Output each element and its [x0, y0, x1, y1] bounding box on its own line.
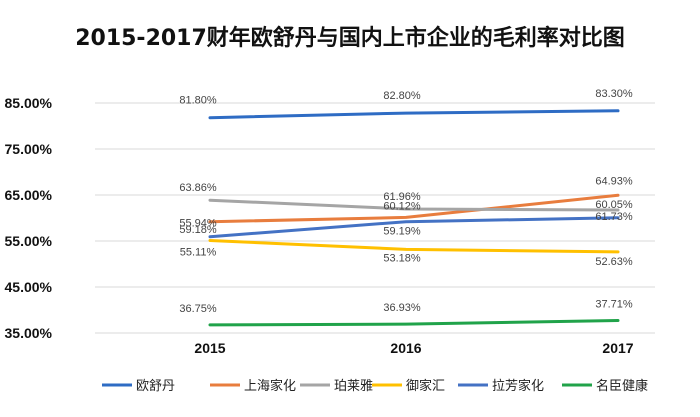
data-label: 63.86%	[179, 182, 217, 194]
data-label: 59.18%	[179, 224, 217, 236]
chart-title: 2015-2017财年欧舒丹与国内上市企业的毛利率对比图	[75, 25, 625, 51]
data-label: 55.94%	[179, 218, 217, 230]
data-label: 53.18%	[383, 252, 421, 264]
x-tick-label: 2016	[390, 340, 421, 356]
series-line-2	[208, 193, 620, 224]
data-label: 81.80%	[179, 95, 217, 107]
legend-item: 御家汇	[372, 378, 445, 394]
data-label: 61.96%	[383, 191, 421, 203]
legend-item: 拉芳家化	[458, 378, 544, 394]
series-line-6	[208, 319, 620, 327]
y-tick-label: 75.00%	[5, 141, 53, 157]
x-tick-label: 2017	[602, 340, 633, 356]
legend-label: 名臣健康	[596, 378, 648, 394]
data-label: 36.93%	[383, 302, 421, 314]
legend-item: 名臣健康	[562, 378, 648, 394]
series-line-3	[208, 198, 620, 212]
data-label: 83.30%	[595, 88, 633, 100]
y-axis-ticks: 35.00% 45.00% 55.00% 65.00% 75.00% 85.00%	[5, 95, 53, 341]
data-label: 64.93%	[595, 175, 633, 187]
legend-item: 欧舒丹	[102, 379, 175, 394]
legend-label: 欧舒丹	[136, 379, 175, 394]
data-label: 36.75%	[179, 303, 217, 315]
legend-label: 上海家化	[244, 378, 296, 394]
y-tick-label: 55.00%	[5, 233, 53, 249]
x-tick-label: 2015	[194, 340, 225, 356]
y-tick-label: 45.00%	[5, 279, 53, 295]
data-label: 82.80%	[383, 90, 421, 102]
data-label: 60.12%	[383, 200, 421, 212]
series-lines	[208, 109, 620, 327]
data-label: 52.63%	[595, 256, 633, 268]
legend-item: 珀莱雅	[300, 379, 373, 394]
y-tick-label: 85.00%	[5, 95, 53, 111]
y-tick-label: 65.00%	[5, 187, 53, 203]
y-tick-label: 35.00%	[5, 325, 53, 341]
data-label: 55.11%	[180, 247, 217, 259]
gridlines	[95, 102, 655, 334]
legend-label: 拉芳家化	[492, 378, 544, 394]
series-line-5	[208, 216, 620, 239]
series-line-4	[208, 239, 620, 254]
series-line-1	[208, 109, 620, 120]
x-axis-ticks: 2015 2016 2017	[194, 340, 633, 356]
data-label: 60.05%	[595, 199, 633, 211]
data-label: 37.71%	[595, 299, 633, 311]
legend-label: 御家汇	[406, 378, 445, 394]
legend-item: 上海家化	[210, 378, 296, 394]
legend: 欧舒丹 上海家化 珀莱雅 御家汇 拉芳家化 名臣健康	[102, 378, 648, 394]
data-labels: 81.80% 82.80% 83.30% 59.18% 60.12% 64.93% 63.8…	[179, 88, 633, 315]
legend-label: 珀莱雅	[334, 379, 373, 394]
data-label: 61.73%	[595, 211, 633, 223]
data-label: 59.19%	[383, 226, 421, 238]
